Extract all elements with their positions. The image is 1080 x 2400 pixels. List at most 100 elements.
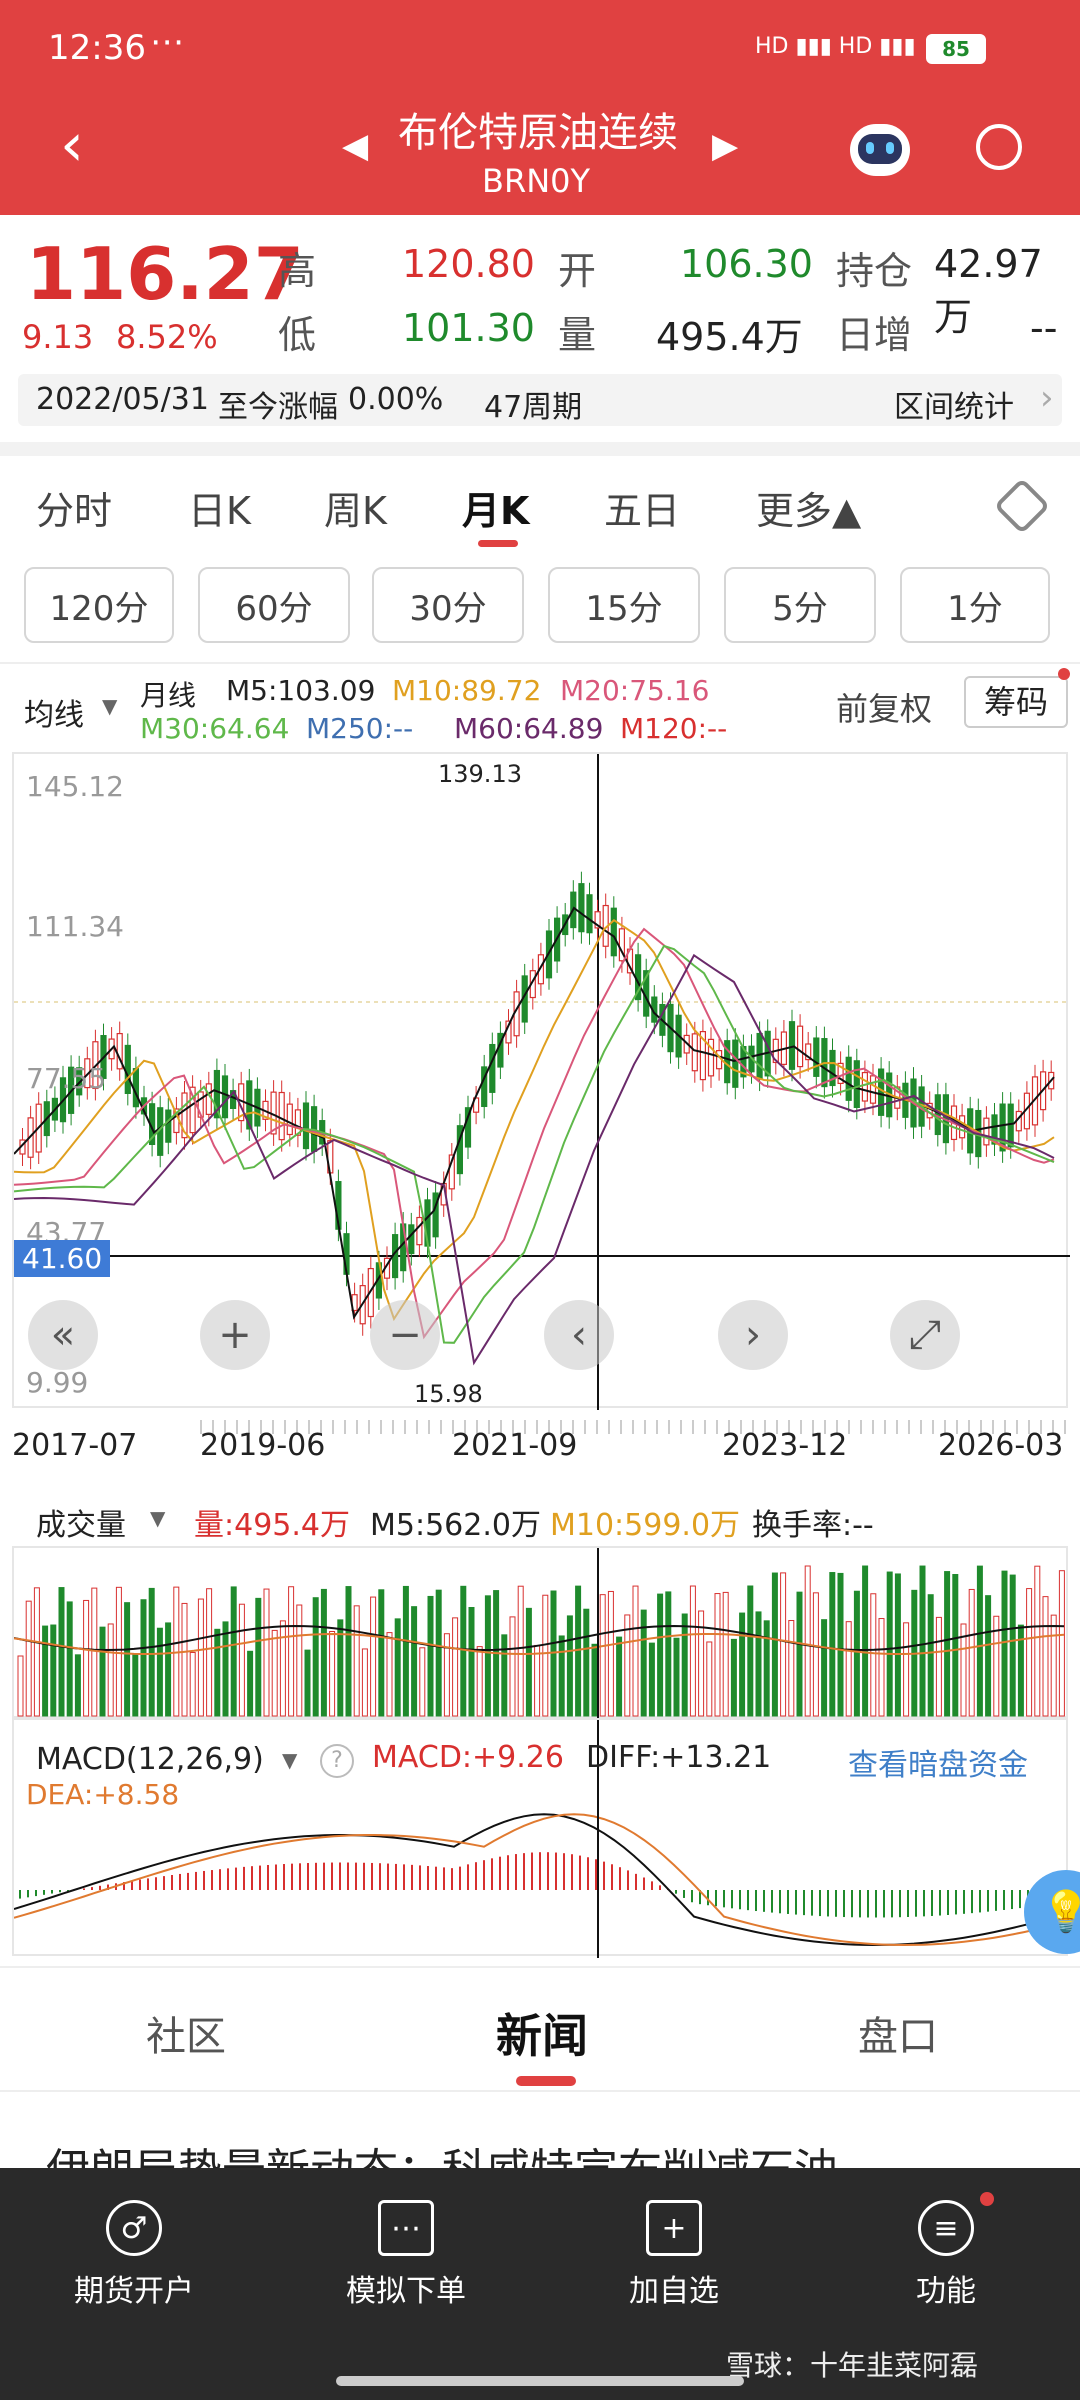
volume-bar [985,1595,992,1717]
tab-news[interactable]: 新闻 [496,2009,588,2063]
next-contract-icon[interactable]: ▶ [712,126,739,166]
volume-bar [714,1593,721,1717]
tab-intraday[interactable]: 分时 [36,489,113,533]
volume-bar [730,1638,737,1717]
scroll-left-icon[interactable]: ‹ [544,1300,614,1370]
volume-bar [903,1622,910,1717]
tab-weekly-k[interactable]: 周K [324,489,387,533]
interval-30m[interactable]: 30分 [372,567,524,643]
tab-more[interactable]: 更多▲ [756,489,862,533]
scroll-right-icon[interactable]: › [718,1300,788,1370]
tab-five-day[interactable]: 五日 [604,489,681,533]
macd-chart[interactable]: MACD(12,26,9) ▼ ? MACD:+9.26 DIFF:+13.21… [12,1718,1080,1958]
macd-dropdown[interactable]: MACD(12,26,9) [36,1742,264,1777]
candle-body [432,1192,439,1238]
volume-bar [25,1600,32,1717]
volume-bar [968,1588,975,1717]
volume-bar [534,1644,541,1717]
time-scrollbar[interactable] [200,1420,1066,1434]
price-adjust-toggle[interactable]: 前复权 [836,690,933,728]
kline-chart[interactable]: 145.12 111.34 77.55 43.77 9.99 41.60 139… [12,752,1070,1410]
volume-bar [140,1599,147,1717]
volume-bar [1017,1624,1024,1717]
volume-bar [345,1586,352,1717]
low-label: 低 [278,313,317,357]
interval-120m[interactable]: 120分 [24,567,174,643]
candle-body [286,1103,293,1136]
app-header: 12:36 ⋯ HD ▮▮▮ HD ▮▮▮ 85 ‹ ◀ 布伦特原油连续 BRN… [0,0,1080,215]
volume-bar [583,1608,590,1717]
contract-code: BRN0Y [482,162,591,200]
interval-15m[interactable]: 15分 [548,567,700,643]
search-icon[interactable] [976,124,1022,170]
volume-bar [156,1627,163,1717]
volume-bar [17,1655,24,1717]
volume-ma5-line [14,1624,1065,1652]
volume-bar [1026,1588,1033,1717]
candle-body [213,1069,220,1119]
crosshair-price-label: 41.60 [14,1240,111,1277]
volume-dropdown[interactable]: 成交量 [36,1508,126,1543]
macd-svg [14,1720,1055,1958]
tab-order-book[interactable]: 盘口 [858,2014,938,2060]
volume-bar [238,1603,245,1717]
volume-label: 量 [558,313,597,357]
help-icon[interactable]: ? [320,1744,354,1778]
range-stats-link[interactable]: 区间统计 [894,390,1014,425]
price-change: 9.13 [22,318,94,356]
volume-bar [1009,1574,1016,1717]
volume-bar [804,1565,811,1717]
dark-pool-link[interactable]: 查看暗盘资金 [848,1748,1028,1783]
volume-bar [599,1594,606,1717]
interval-60m[interactable]: 60分 [198,567,350,643]
tab-daily-k[interactable]: 日K [188,489,251,533]
volume-bar [944,1571,951,1717]
volume-bar [673,1637,680,1717]
zoom-in-icon[interactable]: + [200,1300,270,1370]
candle-body [1007,1103,1014,1148]
volume-bar [312,1597,319,1717]
volume-bar [42,1625,49,1717]
interval-1m[interactable]: 1分 [900,567,1050,643]
ma-type-dropdown[interactable]: 均线 [24,698,84,733]
volume-bar [476,1646,483,1717]
volume-bar [665,1591,672,1717]
interval-5m[interactable]: 5分 [724,567,876,643]
zoom-out-icon[interactable]: − [370,1300,440,1370]
candle-body [853,1060,860,1108]
volume-bar [829,1572,836,1717]
prev-contract-icon[interactable]: ◀ [342,126,369,166]
nav-functions[interactable]: ≡ 功能 [846,2200,1046,2310]
volume-bar [148,1587,155,1717]
candle-body [189,1086,196,1134]
candle-body [416,1216,423,1246]
candle-body [991,1114,998,1145]
status-time: 12:36 [48,28,146,68]
volume-bar [443,1633,450,1717]
tab-monthly-k[interactable]: 月K [462,489,530,533]
tab-community[interactable]: 社区 [146,2014,226,2060]
back-icon[interactable]: ‹ [60,110,84,180]
volume-m10: M10:599.0万 [550,1508,741,1543]
since-bar[interactable]: 2022/05/31 至今涨幅 0.00% 47周期 区间统计 › [18,374,1062,426]
x-tick: 2021-09 [452,1428,578,1463]
nav-add-watchlist[interactable]: + 加自选 [574,2200,774,2310]
since-text: 至今涨幅 [218,390,338,425]
volume-bar [197,1598,204,1717]
candle-body [294,1109,301,1136]
candle-body [691,1033,698,1072]
volume-chart[interactable] [12,1546,1068,1720]
nav-open-account[interactable]: ♂ 期货开户 [34,2200,234,2310]
dea-line [14,1813,1055,1947]
fullscreen-icon[interactable]: ⤢ [890,1300,960,1370]
nav-simulated-order[interactable]: ⋯ 模拟下单 [306,2200,506,2310]
fast-back-icon[interactable]: « [28,1300,98,1370]
oi-value: 42.97万 [934,242,1043,339]
candle-body [489,1043,496,1093]
chip-button[interactable]: 筹码 [964,676,1068,728]
settings-icon[interactable] [993,477,1051,535]
ma-m20: M20:75.16 [560,674,710,707]
volume-svg [14,1548,1065,1720]
volume-bar [845,1621,852,1717]
robot-assistant-icon[interactable] [850,124,910,176]
